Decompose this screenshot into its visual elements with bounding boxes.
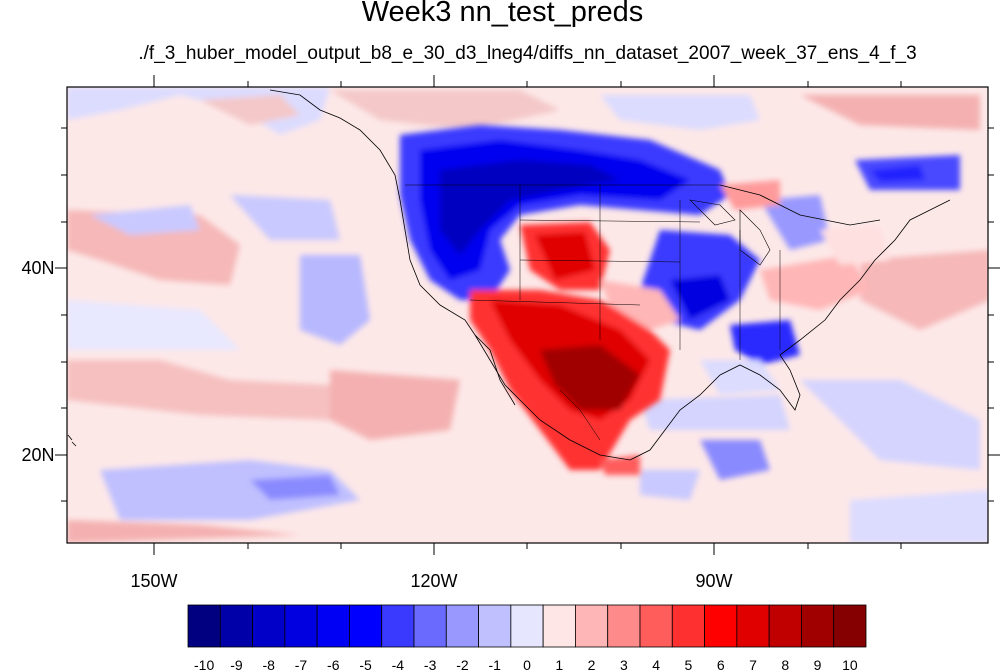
colorbar-label: -8 xyxy=(262,657,275,672)
colorbar-swatch xyxy=(801,604,835,648)
colorbar-swatch xyxy=(607,604,641,648)
colorbar-swatch xyxy=(219,604,253,648)
colorbar-label: 3 xyxy=(620,657,628,672)
colorbar-swatch xyxy=(478,604,512,648)
colorbar-label: -2 xyxy=(456,657,469,672)
colorbar-label: -7 xyxy=(295,657,308,672)
anomaly-region xyxy=(760,255,870,310)
anomaly-region xyxy=(330,90,560,130)
colorbar-label: -10 xyxy=(194,657,214,672)
colorbar-label: 1 xyxy=(555,657,563,672)
anomaly-region xyxy=(200,95,300,125)
colorbar-label: 7 xyxy=(749,657,757,672)
anomaly-region xyxy=(67,300,240,350)
colorbar-swatch xyxy=(542,604,576,648)
anomaly-region xyxy=(700,360,780,395)
colorbar-label: 5 xyxy=(685,657,693,672)
lon-label-90w: 90W xyxy=(695,571,732,591)
anomaly-region xyxy=(300,255,370,345)
colorbar-label: -1 xyxy=(488,657,501,672)
anomaly-region xyxy=(850,490,988,543)
colorbar-label: 8 xyxy=(781,657,789,672)
coastlines xyxy=(67,89,951,461)
anomaly-region xyxy=(90,205,200,235)
lat-ticks xyxy=(55,127,1000,502)
anomaly-region xyxy=(720,180,780,210)
colorbar-swatch xyxy=(445,604,479,648)
colorbar-swatch xyxy=(316,604,350,648)
anomaly-region xyxy=(100,460,360,520)
anomaly-region xyxy=(730,320,800,365)
anomaly-region xyxy=(67,360,330,420)
colorbar-label: -4 xyxy=(392,657,405,672)
colorbar-swatch xyxy=(187,604,221,648)
anomaly-region xyxy=(250,475,340,500)
colorbar-label: -9 xyxy=(230,657,243,672)
lon-label-120w: 120W xyxy=(410,571,457,591)
colorbar-label: 9 xyxy=(814,657,822,672)
anomaly-region xyxy=(700,440,770,480)
anomaly-region xyxy=(330,370,460,440)
lon-ticks xyxy=(153,75,902,555)
colorbar-swatch xyxy=(284,604,318,648)
colorbar-swatch xyxy=(510,604,544,648)
anomaly-region xyxy=(800,95,980,130)
map-subtitle: ./f_3_huber_model_output_b8_e_30_d3_lneg… xyxy=(138,43,917,64)
colorbar-label: 2 xyxy=(588,657,596,672)
anomaly-region xyxy=(67,520,300,543)
anomaly-region xyxy=(870,165,925,182)
anomaly-region xyxy=(800,380,980,470)
anomaly-field xyxy=(67,87,988,543)
colorbar-swatch xyxy=(704,604,738,648)
colorbar-label: -6 xyxy=(327,657,340,672)
colorbar-swatch xyxy=(252,604,286,648)
colorbar-label: -5 xyxy=(359,657,372,672)
colorbar-swatch xyxy=(639,604,673,648)
colorbar-swatch xyxy=(671,604,705,648)
map-title: Week3 nn_test_preds xyxy=(361,0,644,28)
colorbar-swatch xyxy=(736,604,770,648)
anomaly-region xyxy=(535,232,595,280)
lat-label-20n: 20N xyxy=(21,445,54,465)
colorbar-swatch xyxy=(349,604,383,648)
colorbar-swatch xyxy=(833,604,867,648)
colorbar-swatch xyxy=(768,604,802,648)
anomaly-region xyxy=(600,95,760,130)
anomaly-region xyxy=(540,345,640,410)
colorbar-label: 0 xyxy=(523,657,531,672)
colorbar-swatch xyxy=(381,604,415,648)
colorbar-swatch xyxy=(575,604,609,648)
colorbar-label: 4 xyxy=(652,657,660,672)
colorbar-label: 6 xyxy=(717,657,725,672)
anomaly-region xyxy=(230,195,340,240)
anomaly-region xyxy=(860,250,988,330)
anomaly-region xyxy=(640,470,700,500)
colorbar-swatch xyxy=(413,604,447,648)
anomaly-region xyxy=(640,395,790,430)
colorbar: -10 -9 -8 -7 -6 -5 -4 -3 -2 -1 0 1 2 3 4 5 6 7 8 9 10 xyxy=(187,604,867,672)
lon-label-150w: 150W xyxy=(130,571,177,591)
anomaly-region xyxy=(440,160,620,255)
colorbar-label: -3 xyxy=(424,657,437,672)
colorbar-label: 10 xyxy=(842,657,858,672)
lat-label-40n: 40N xyxy=(21,258,54,278)
anomaly-region xyxy=(670,275,730,320)
anomaly-region xyxy=(760,195,830,250)
anomaly-region xyxy=(820,225,890,265)
